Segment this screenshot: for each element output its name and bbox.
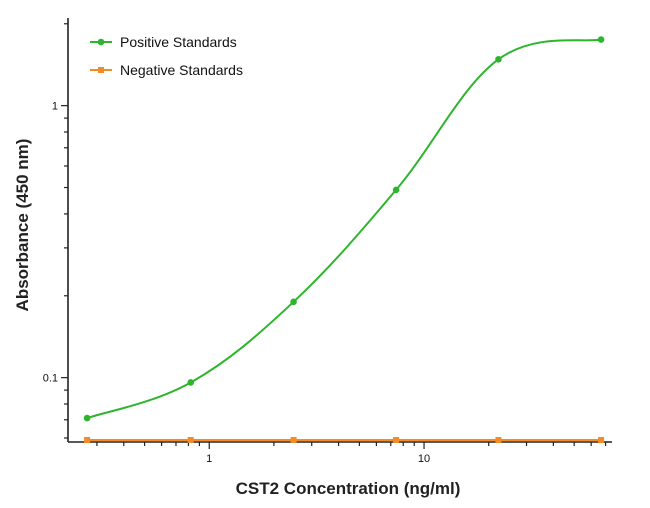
data-point (290, 298, 297, 306)
series-line (86, 38, 602, 420)
data-point (495, 56, 502, 63)
legend: Positive Standards Negative Standards (90, 34, 243, 78)
legend-marker (98, 67, 104, 73)
legend-label: Negative Standards (120, 62, 243, 78)
x-axis-ticks: 1 10 (96, 442, 607, 465)
y-tick-label: 1 (52, 101, 58, 113)
data-point (84, 436, 91, 443)
y-axis-ticks: 0.11 (43, 23, 68, 439)
data-point (392, 186, 400, 194)
y-tick-label: 0.1 (43, 373, 58, 385)
data-point (597, 36, 605, 43)
data-point (598, 436, 605, 443)
x-tick-label: 10 (418, 453, 430, 465)
legend-marker (97, 38, 105, 46)
data-point (290, 436, 297, 443)
x-axis-title: CST2 Concentration (ng/ml) (236, 479, 461, 498)
data-point (187, 379, 195, 386)
data-point (495, 436, 502, 443)
data-point (83, 414, 91, 422)
axes: 0.11 1 10 (43, 18, 612, 465)
data-point (187, 436, 194, 443)
y-axis-title: Absorbance (450 nm) (13, 139, 32, 312)
series-layer (83, 36, 605, 443)
legend-label: Positive Standards (120, 34, 237, 50)
series-0 (83, 36, 605, 422)
series-1 (84, 436, 605, 443)
x-tick-label: 1 (206, 453, 212, 465)
data-point (393, 436, 400, 443)
